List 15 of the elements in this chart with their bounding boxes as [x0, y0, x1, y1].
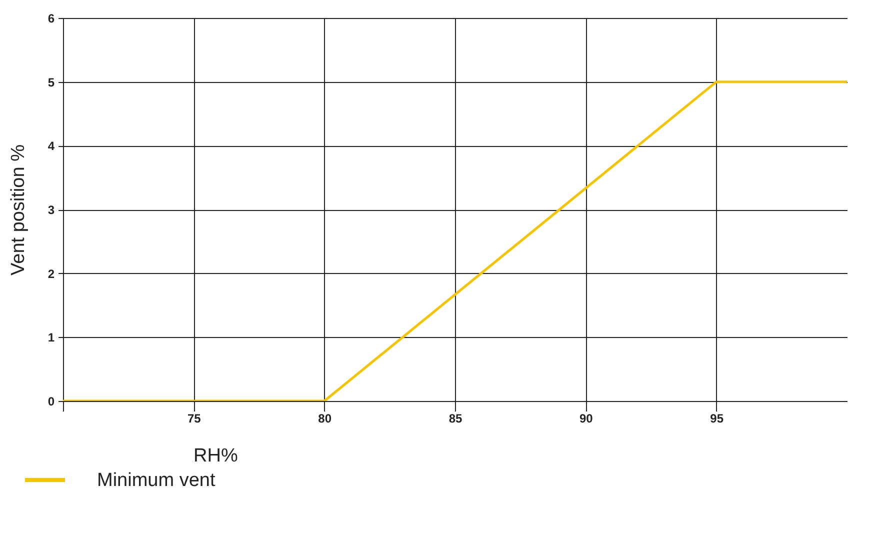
legend-label: Minimum vent [97, 470, 216, 491]
y-tick-label: 3 [48, 203, 55, 217]
y-tick-label: 2 [48, 266, 55, 281]
y-tick-label: 5 [48, 75, 55, 90]
x-tick-label: 75 [187, 412, 202, 426]
x-tick-label: 90 [579, 412, 594, 426]
y-axis-title: Vent position % [8, 144, 29, 276]
x-tick-label: 95 [710, 412, 724, 426]
x-axis-title: RH% [194, 446, 238, 466]
y-tick-label: 4 [48, 139, 55, 154]
y-tick-label: 1 [48, 330, 55, 345]
x-tick-label: 85 [448, 412, 462, 426]
x-tick-label: 80 [318, 412, 332, 426]
y-tick-label: 6 [48, 12, 55, 26]
y-tick-label: 0 [48, 394, 55, 408]
